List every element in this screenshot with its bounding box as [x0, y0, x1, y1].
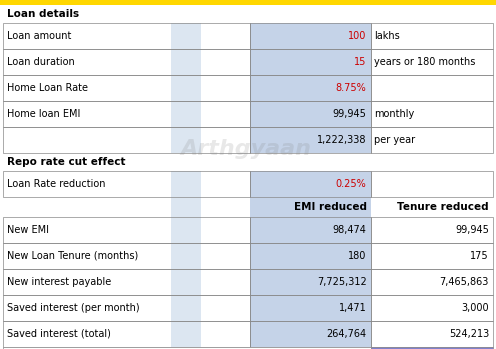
- Text: Arthgyaan: Arthgyaan: [181, 139, 311, 159]
- Text: 175: 175: [470, 251, 489, 261]
- Text: Loan details: Loan details: [7, 9, 79, 19]
- Bar: [171, 217, 201, 347]
- Text: 99,945: 99,945: [333, 109, 367, 119]
- Bar: [0, 0, 496, 5]
- Bar: [250, 171, 371, 197]
- Bar: [3, 101, 250, 127]
- Text: 3,000: 3,000: [461, 303, 489, 313]
- Bar: [250, 75, 371, 101]
- Bar: [3, 269, 250, 295]
- Text: Saved interest (total): Saved interest (total): [7, 329, 111, 339]
- Bar: [371, 171, 493, 197]
- Bar: [250, 23, 371, 153]
- Bar: [250, 243, 371, 269]
- Text: Saved interest (per month): Saved interest (per month): [7, 303, 140, 313]
- Bar: [371, 295, 493, 321]
- Bar: [250, 197, 371, 217]
- Bar: [250, 23, 371, 49]
- Text: Loan amount: Loan amount: [7, 31, 71, 41]
- Bar: [3, 321, 250, 347]
- Text: 264,764: 264,764: [326, 329, 367, 339]
- Text: lakhs: lakhs: [374, 31, 400, 41]
- Bar: [171, 23, 201, 153]
- Bar: [250, 101, 371, 127]
- Text: 0.25%: 0.25%: [336, 179, 367, 189]
- Text: 99,945: 99,945: [455, 225, 489, 235]
- Bar: [250, 127, 371, 153]
- Bar: [3, 347, 371, 349]
- Bar: [250, 217, 371, 243]
- Text: 180: 180: [348, 251, 367, 261]
- Text: per year: per year: [374, 135, 416, 145]
- Text: New Loan Tenure (months): New Loan Tenure (months): [7, 251, 138, 261]
- Text: 1,471: 1,471: [339, 303, 367, 313]
- Text: New interest payable: New interest payable: [7, 277, 111, 287]
- Bar: [3, 127, 250, 153]
- Text: 15: 15: [354, 57, 367, 67]
- Text: Repo rate cut effect: Repo rate cut effect: [7, 157, 125, 167]
- Bar: [371, 49, 493, 75]
- Bar: [371, 347, 493, 349]
- Bar: [250, 217, 371, 347]
- Bar: [250, 295, 371, 321]
- Text: Home Loan Rate: Home Loan Rate: [7, 83, 88, 93]
- Bar: [250, 269, 371, 295]
- Text: years or 180 months: years or 180 months: [374, 57, 476, 67]
- Bar: [3, 171, 250, 197]
- Text: 7,465,863: 7,465,863: [439, 277, 489, 287]
- Bar: [371, 23, 493, 49]
- Text: Tenure reduced: Tenure reduced: [397, 202, 489, 212]
- Text: Loan Rate reduction: Loan Rate reduction: [7, 179, 106, 189]
- Bar: [3, 217, 250, 243]
- Bar: [3, 243, 250, 269]
- Bar: [371, 127, 493, 153]
- Text: New EMI: New EMI: [7, 225, 49, 235]
- Bar: [3, 295, 250, 321]
- Text: Loan duration: Loan duration: [7, 57, 75, 67]
- Bar: [371, 101, 493, 127]
- Text: 7,725,312: 7,725,312: [317, 277, 367, 287]
- Text: monthly: monthly: [374, 109, 415, 119]
- Text: 8.75%: 8.75%: [336, 83, 367, 93]
- Bar: [171, 197, 201, 217]
- Bar: [3, 23, 250, 49]
- Bar: [371, 269, 493, 295]
- Text: 524,213: 524,213: [449, 329, 489, 339]
- Bar: [371, 75, 493, 101]
- Bar: [250, 321, 371, 347]
- Bar: [250, 171, 371, 197]
- Text: 100: 100: [348, 31, 367, 41]
- Text: 1,222,338: 1,222,338: [317, 135, 367, 145]
- Bar: [371, 243, 493, 269]
- Text: 98,474: 98,474: [333, 225, 367, 235]
- Bar: [3, 75, 250, 101]
- Text: EMI reduced: EMI reduced: [294, 202, 367, 212]
- Bar: [3, 49, 250, 75]
- Bar: [171, 171, 201, 197]
- Bar: [250, 49, 371, 75]
- Text: Home loan EMI: Home loan EMI: [7, 109, 80, 119]
- Bar: [371, 321, 493, 347]
- Bar: [371, 217, 493, 243]
